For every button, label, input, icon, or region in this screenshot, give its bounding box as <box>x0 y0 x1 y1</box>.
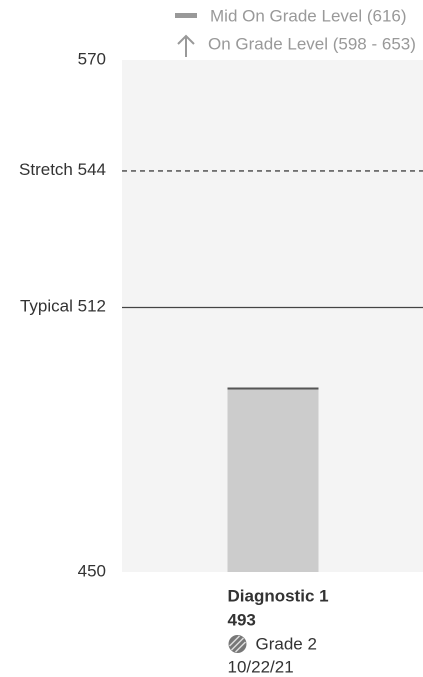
date-label: 10/22/21 <box>228 657 294 676</box>
legend-range: On Grade Level (598 - 653) <box>208 34 416 53</box>
bar <box>227 388 319 572</box>
grade-icon <box>228 635 247 653</box>
reference-value: 544 <box>78 160 106 179</box>
category-label: Diagnostic 1 <box>228 586 329 605</box>
y-tick-label: 570 <box>78 49 106 68</box>
reference-name: Typical <box>20 297 73 316</box>
y-tick-label: 450 <box>78 561 106 580</box>
legend-range-icon <box>177 34 195 57</box>
reference-name: Stretch <box>19 160 73 179</box>
reference-label: Typical 512 <box>20 297 106 316</box>
legend-mid: Mid On Grade Level (616) <box>210 6 407 25</box>
reference-value: 512 <box>78 297 106 316</box>
grade-icon-stripes <box>228 635 247 653</box>
legend-mid-icon <box>175 13 197 18</box>
reference-label: Stretch 544 <box>19 160 106 179</box>
value-label: 493 <box>228 610 256 629</box>
grade-label: Grade 2 <box>256 634 317 653</box>
